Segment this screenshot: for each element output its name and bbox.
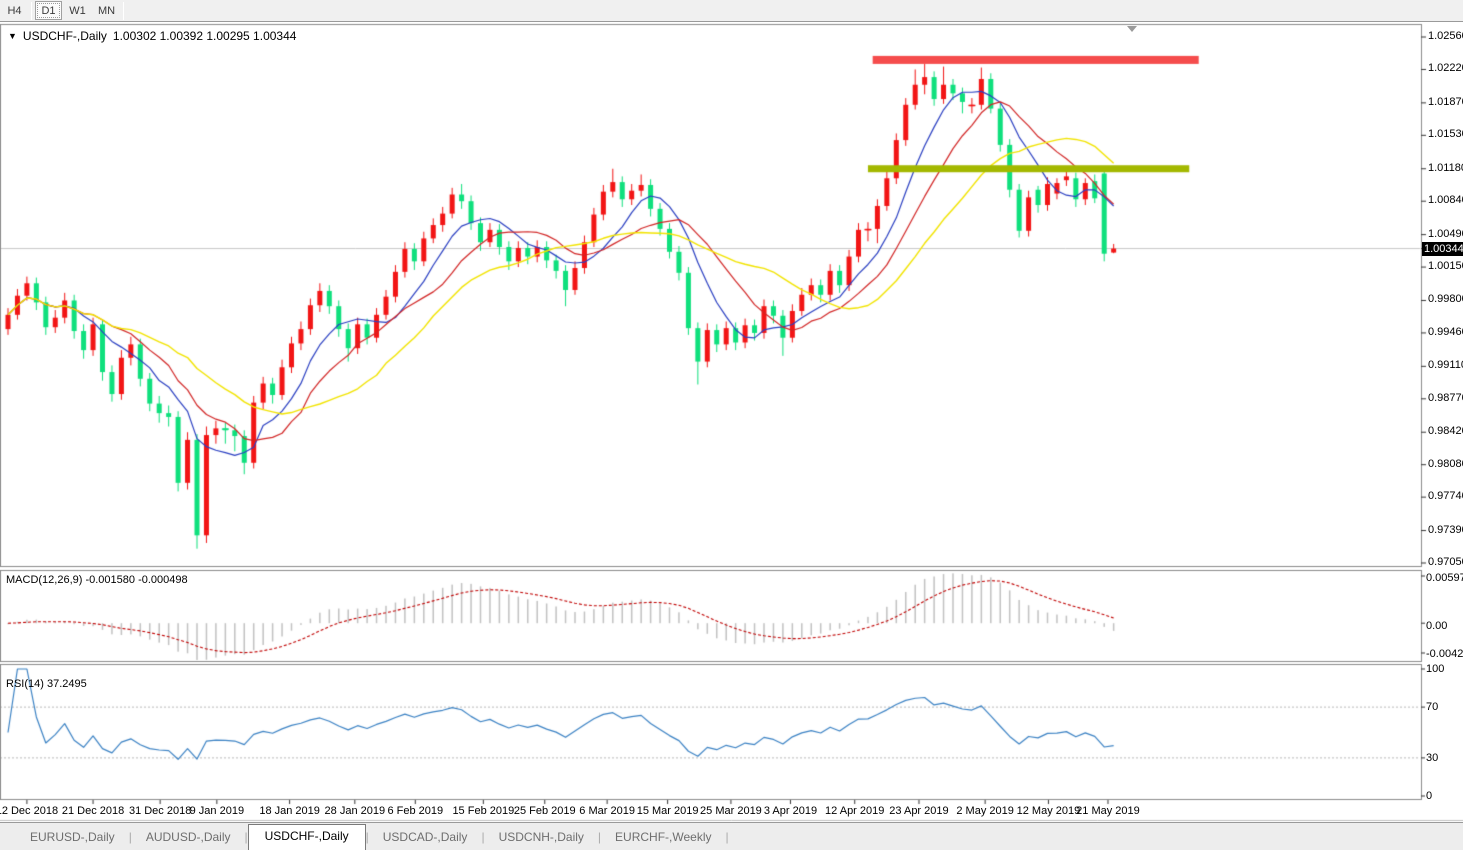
macd-indicator-label: MACD(12,26,9) -0.001580 -0.000498 [6,574,188,586]
price-tick-label: 1.02220 [1428,62,1463,75]
toolbar-separator [31,1,32,20]
date-tick-label: 12 May 2019 [1016,805,1081,817]
date-tick-label: 31 Dec 2018 [128,805,192,817]
date-tick-label: 3 Apr 2019 [763,805,818,817]
date-tick-label: 23 Apr 2019 [889,805,949,817]
timeframe-button-h4[interactable]: H4 [7,4,22,17]
date-tick-label: 15 Feb 2019 [452,805,515,817]
timeframe-button-d1[interactable]: D1 [35,1,62,20]
timeframe-toolbar: H4 D1 W1 MN [0,0,1463,22]
current-price-badge: 1.00344 [1422,242,1463,256]
price-tick-label: 1.02560 [1428,30,1463,42]
date-tick-label: 21 May 2019 [1076,805,1140,817]
date-tick-label: 6 Feb 2019 [387,805,444,817]
date-tick-label: 21 Dec 2018 [61,805,125,817]
chart-ohlc-values: 1.00302 1.00392 1.00295 1.00344 [112,29,297,43]
tab-separator: | [725,830,729,844]
tab-separator: | [244,830,248,844]
chart-menu-icon: ▼ [8,30,17,41]
date-tick-label: 6 Mar 2019 [579,805,635,817]
tab-separator: | [365,830,369,844]
tab-usdcnh-daily[interactable]: USDCNH-,Daily [498,830,584,844]
date-tick-label: 18 Jan 2019 [259,805,320,817]
macd-zero-label: 0.00 [1426,620,1448,633]
date-tick-label: 15 Mar 2019 [636,805,699,817]
date-tick-label: 12 Apr 2019 [825,805,885,817]
rsi-tick-label: 0 [1426,790,1433,802]
tab-separator: | [481,830,485,844]
tab-usdcad-daily[interactable]: USDCAD-,Daily [382,830,468,844]
price-tick-label: 1.00490 [1428,227,1463,240]
rsi-tick-label: 70 [1426,701,1439,714]
tab-eurchf-weekly[interactable]: EURCHF-,Weekly [615,830,712,844]
toolbar-separator [123,1,124,20]
date-tick-label: 25 Feb 2019 [513,805,576,817]
tab-usdchf-daily[interactable]: USDCHF-,Daily [247,824,366,850]
tab-separator: | [597,830,602,844]
tab-audusd-daily[interactable]: AUDUSD-,Daily [145,830,231,844]
symbol-tab-bar: EURUSD-,Daily | AUDUSD-,Daily | USDCHF-,Dail… [0,822,1463,850]
tab-eurusd-daily[interactable]: EURUSD-,Daily [30,830,115,844]
tab-separator: | [128,830,132,844]
price-tick-label: 1.01530 [1428,128,1463,141]
rsi-indicator-label: RSI(14) 37.2495 [6,678,87,690]
date-tick-label: 25 Mar 2019 [700,805,762,817]
macd-min-label: -0.004243 [1426,648,1463,660]
timeframe-button-w1[interactable]: W1 [69,4,86,17]
date-tick-label: 28 Jan 2019 [324,805,386,817]
chart-symbol-label: USDCHF-,Daily [22,29,107,43]
chart-title: ▼ USDCHF-,Daily 1.00302 1.00392 1.00295 … [8,29,296,43]
price-tick-label: 1.00840 [1428,194,1463,207]
timeframe-button-mn[interactable]: MN [97,4,116,17]
macd-max-label: 0.00597 [1426,572,1463,584]
rsi-tick-label: 30 [1426,751,1439,764]
price-tick-label: 1.01870 [1428,95,1463,108]
price-tick-label: 1.01180 [1428,161,1463,174]
chart-shift-marker-icon[interactable] [1127,26,1137,32]
date-tick-label: 12 Dec 2018 [0,805,59,817]
date-tick-label: 9 Jan 2019 [189,805,245,817]
date-tick-label: 2 May 2019 [956,805,1014,817]
rsi-tick-label: 100 [1426,663,1445,675]
